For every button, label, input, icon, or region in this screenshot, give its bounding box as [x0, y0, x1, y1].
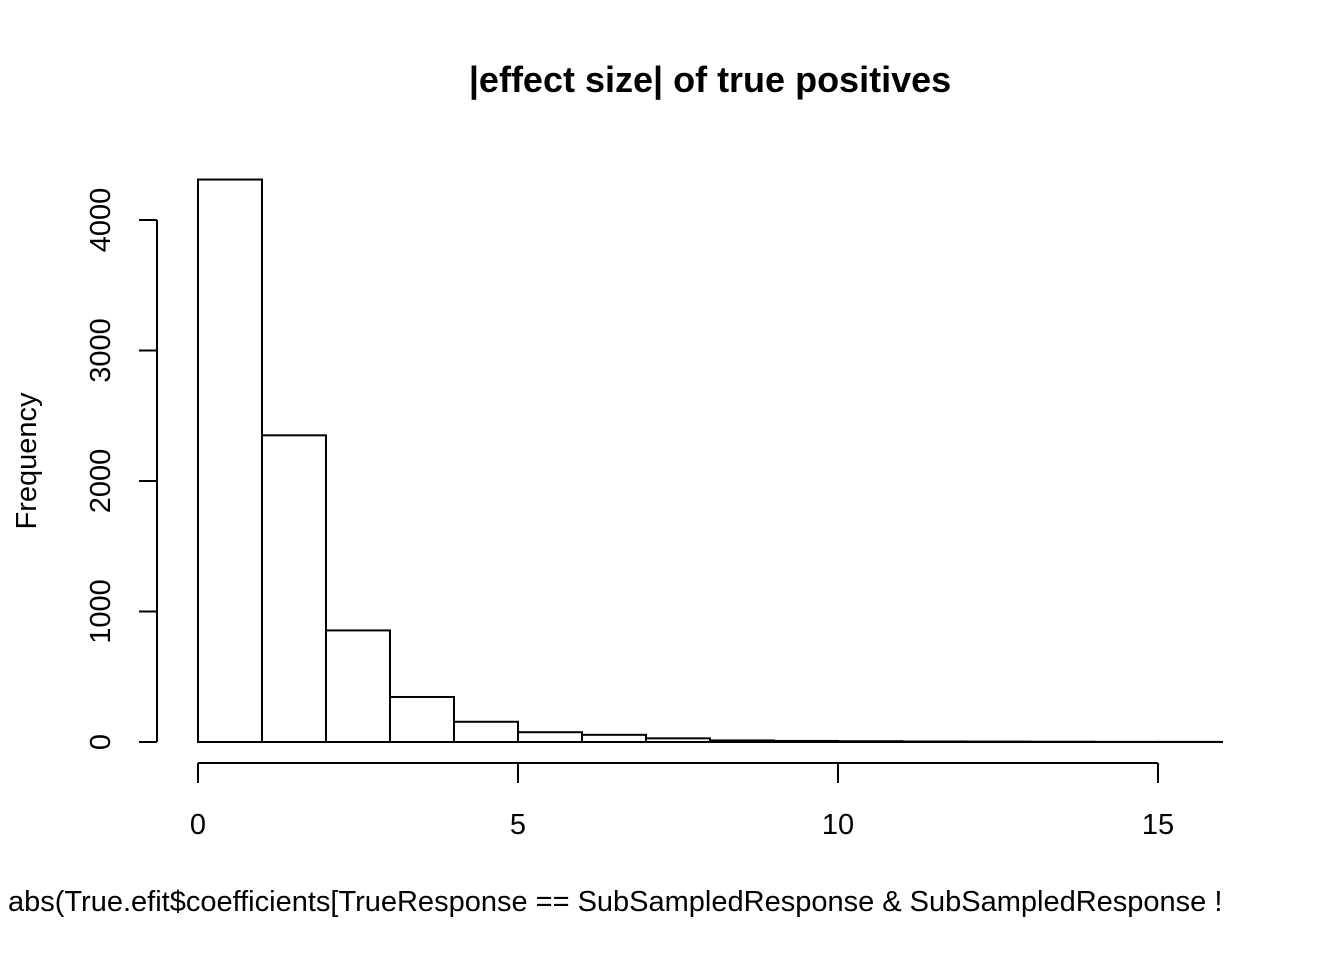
- histogram-bar: [645, 737, 711, 744]
- y-tick-label: 2000: [85, 449, 117, 514]
- histogram-bar: [773, 739, 839, 743]
- histogram-bar: [389, 695, 455, 743]
- histogram-bar: [325, 629, 391, 743]
- histogram-bar: [901, 740, 967, 744]
- histogram-bar: [581, 733, 647, 744]
- x-tick-label: 0: [190, 809, 206, 841]
- y-tick-label: 3000: [85, 318, 117, 383]
- histogram-bar: [197, 178, 263, 744]
- y-tick-label: 0: [85, 734, 117, 750]
- y-tick-label: 1000: [85, 579, 117, 644]
- x-tick-label: 15: [1142, 809, 1174, 841]
- histogram-bars: [197, 178, 1223, 744]
- histogram-bar: [837, 740, 903, 743]
- histogram-bar: [261, 434, 327, 743]
- x-axis-label: abs(True.efit$coefficients[TrueResponse …: [8, 886, 1222, 918]
- y-tick-label: 4000: [85, 188, 117, 253]
- histogram-bar: [453, 720, 519, 744]
- histogram-bar: [709, 739, 775, 744]
- x-tick-label: 5: [510, 809, 526, 841]
- x-axis: 0 5 10 15: [190, 762, 1174, 841]
- y-axis-label: Frequency: [11, 392, 43, 530]
- chart-title: |effect size| of true positives: [469, 59, 951, 101]
- histogram-bar: [517, 731, 583, 744]
- y-axis: 0 1000 2000 3000 4000: [85, 188, 158, 750]
- x-tick-label: 10: [822, 809, 854, 841]
